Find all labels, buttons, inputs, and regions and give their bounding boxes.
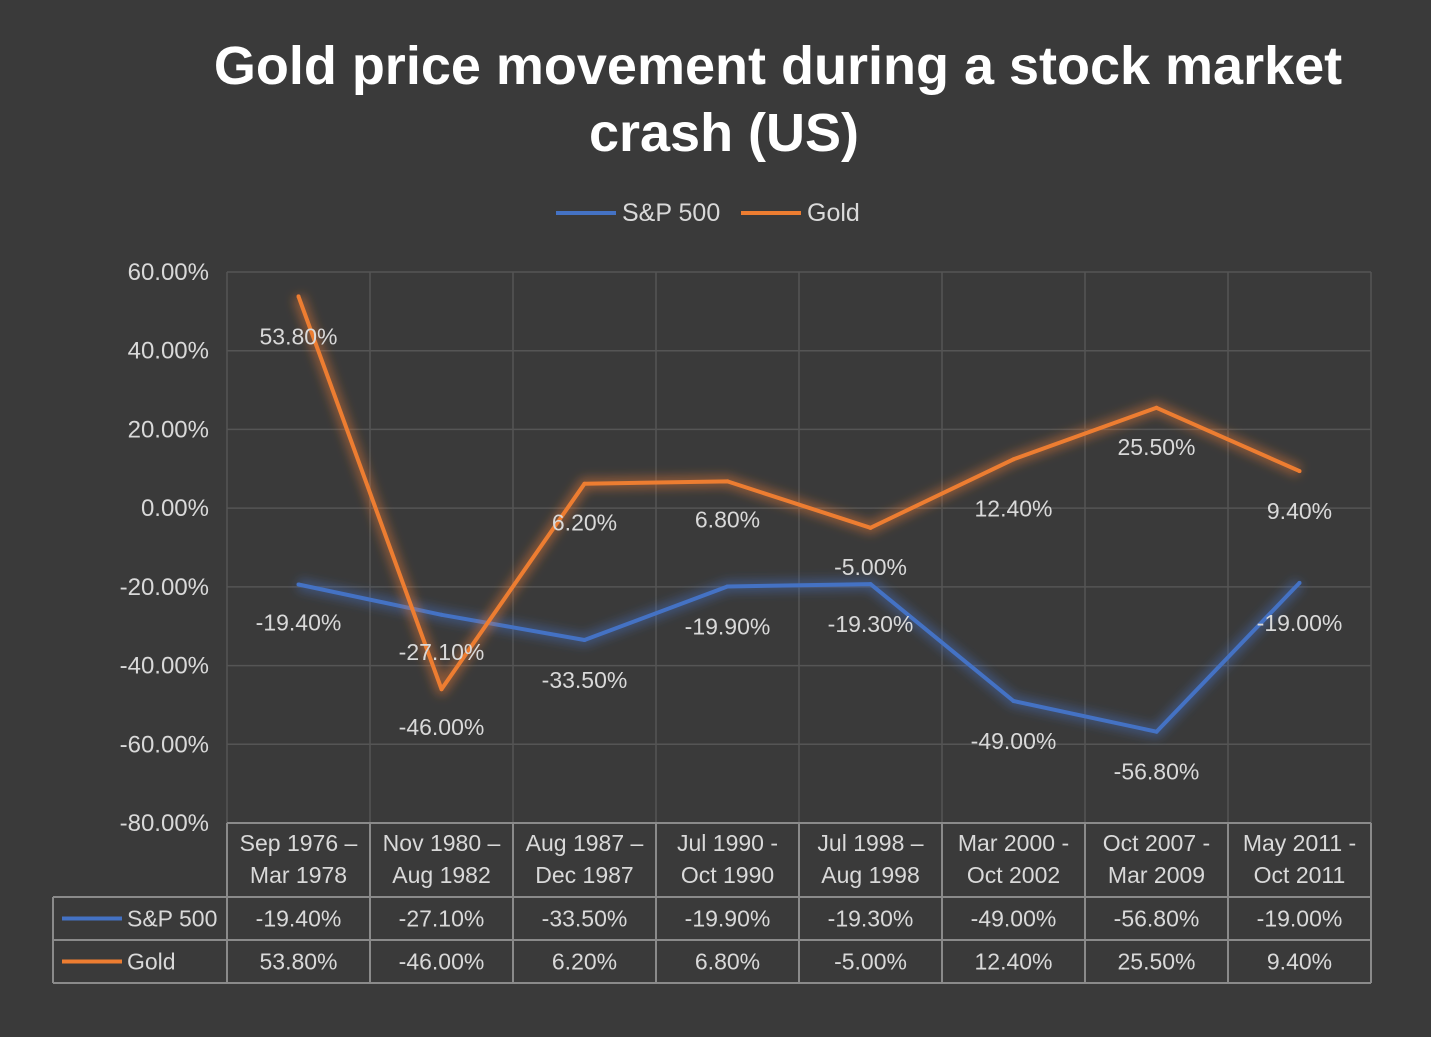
table-cell: -19.40% (256, 906, 342, 932)
table-cell: 12.40% (974, 949, 1052, 975)
data-point (439, 687, 444, 692)
table-cell: 6.20% (552, 949, 617, 975)
legend-label-1: Gold (807, 199, 860, 227)
data-label: -46.00% (399, 714, 485, 740)
y-tick-label: -40.00% (120, 653, 209, 680)
data-label: 53.80% (259, 323, 337, 349)
table-cell: 53.80% (259, 949, 337, 975)
y-tick-label: 40.00% (128, 338, 209, 365)
data-point (725, 479, 730, 484)
table-row-label: S&P 500 (127, 906, 217, 932)
category-label: Mar 2009 (1108, 862, 1205, 888)
data-point (1011, 698, 1016, 703)
category-label: Sep 1976 – (240, 830, 358, 856)
category-label: May 2011 - (1243, 830, 1356, 856)
data-label: -33.50% (542, 667, 628, 693)
category-label: Oct 2002 (967, 862, 1060, 888)
table-cell: 6.80% (695, 949, 760, 975)
table-cell: 25.50% (1117, 949, 1195, 975)
data-point (296, 294, 301, 299)
category-label: Mar 1978 (250, 862, 347, 888)
table-cell: -33.50% (542, 906, 628, 932)
data-label: -19.40% (256, 609, 342, 635)
data-point (439, 612, 444, 617)
category-label: Aug 1982 (392, 862, 490, 888)
category-label: Oct 2011 (1254, 862, 1346, 888)
table-cell: -19.90% (685, 906, 771, 932)
data-label: -19.30% (828, 611, 914, 637)
category-label: Jul 1990 - (677, 830, 778, 856)
y-tick-label: 20.00% (128, 416, 209, 443)
data-point (1011, 457, 1016, 462)
data-label: 25.50% (1117, 434, 1195, 460)
table-cell: -19.00% (1257, 906, 1343, 932)
category-label: Aug 1987 – (526, 830, 644, 856)
category-label: Mar 2000 - (958, 830, 1069, 856)
data-label: -19.90% (685, 613, 771, 639)
table-cell: -56.80% (1114, 906, 1200, 932)
data-point (868, 525, 873, 530)
category-label: Aug 1998 (821, 862, 919, 888)
table-cell: 9.40% (1267, 949, 1332, 975)
data-label: -27.10% (399, 639, 485, 665)
data-point (296, 582, 301, 587)
table-cell: -49.00% (971, 906, 1057, 932)
data-label: -19.00% (1257, 610, 1343, 636)
data-point (1297, 469, 1302, 474)
table-row-label: Gold (127, 949, 176, 975)
chart-title-line: crash (US) (589, 103, 859, 163)
category-label: Jul 1998 – (817, 830, 923, 856)
data-point (1154, 405, 1159, 410)
data-label: 6.80% (695, 506, 760, 532)
series-line-0 (298, 581, 1301, 734)
data-label: 9.40% (1267, 498, 1332, 524)
data-label: 6.20% (552, 510, 617, 536)
series-line-1 (296, 295, 1301, 692)
table-cell: -5.00% (834, 949, 907, 975)
table-cell: -27.10% (399, 906, 485, 932)
data-point (1297, 580, 1302, 585)
data-point (725, 584, 730, 589)
data-label: 12.40% (974, 495, 1052, 521)
table-cell: -19.30% (828, 906, 914, 932)
data-point (868, 582, 873, 587)
category-label: Dec 1987 (535, 862, 633, 888)
data-label: -49.00% (971, 728, 1057, 754)
data-point (1154, 729, 1159, 734)
data-point (582, 637, 587, 642)
category-label: Oct 2007 - (1103, 830, 1210, 856)
y-tick-label: -20.00% (120, 574, 209, 601)
category-label: Oct 1990 (681, 862, 774, 888)
y-tick-label: 60.00% (128, 259, 209, 286)
data-label: -5.00% (834, 554, 907, 580)
data-point (582, 481, 587, 486)
y-tick-label: -60.00% (120, 731, 209, 758)
y-tick-label: -80.00% (120, 810, 209, 837)
table-cell: -46.00% (399, 949, 485, 975)
category-label: Nov 1980 – (383, 830, 501, 856)
legend-label-0: S&P 500 (622, 199, 720, 227)
chart-title-line: Gold price movement during a stock marke… (214, 36, 1342, 96)
data-label: -56.80% (1114, 759, 1200, 785)
y-tick-label: 0.00% (141, 495, 209, 522)
